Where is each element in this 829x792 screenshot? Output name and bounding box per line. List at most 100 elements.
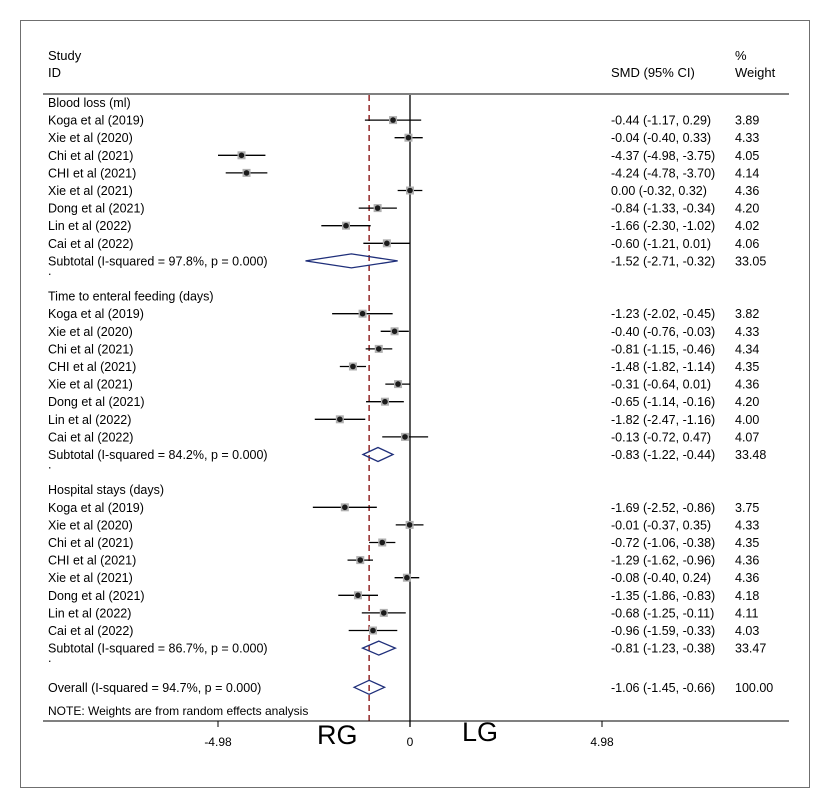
study-ci-text: -0.01 (-0.37, 0.35) (611, 518, 711, 532)
study-point (243, 170, 250, 176)
study-label: Chi et al (2021) (48, 149, 133, 163)
subtotal-ci-text: -0.81 (-1.23, -0.38) (611, 642, 715, 656)
study-point (370, 627, 376, 634)
x-tick-label: 4.98 (590, 735, 614, 749)
x-tick-label: -4.98 (204, 735, 232, 749)
study-weight: 4.14 (735, 166, 759, 180)
study-label: Chi et al (2021) (48, 536, 133, 550)
study-ci-text: -4.37 (-4.98, -3.75) (611, 149, 715, 163)
study-point (405, 134, 412, 141)
study-point (357, 557, 364, 563)
study-label: Lin et al (2022) (48, 219, 131, 233)
study-weight: 4.06 (735, 237, 759, 251)
study-ci-text: -0.04 (-0.40, 0.33) (611, 131, 711, 145)
study-point (391, 328, 398, 335)
study-ci-text: -0.60 (-1.21, 0.01) (611, 237, 711, 251)
study-ci-text: -0.84 (-1.33, -0.34) (611, 202, 715, 216)
spacer-dot: . (48, 458, 51, 472)
overall-ci-text: -1.06 (-1.45, -0.66) (611, 681, 715, 695)
forest-plot-panel: Study ID SMD (95% CI) % Weight Blood los… (20, 20, 810, 788)
study-ci-text: -0.72 (-1.06, -0.38) (611, 536, 715, 550)
study-label: Koga et al (2019) (48, 307, 144, 321)
subtotal-ci-text: -1.52 (-2.71, -0.32) (611, 254, 715, 268)
study-label: Lin et al (2022) (48, 413, 131, 427)
study-point (390, 117, 396, 123)
study-point (379, 539, 386, 546)
note-text: NOTE: Weights are from random effects an… (48, 704, 308, 718)
study-point (238, 152, 245, 159)
study-ci-text: -0.08 (-0.40, 0.24) (611, 571, 711, 585)
spacer-dot: . (48, 264, 51, 278)
study-label: Xie et al (2020) (48, 518, 133, 532)
rg-label: RG (317, 720, 358, 750)
study-ci-text: -1.35 (-1.86, -0.83) (611, 589, 715, 603)
study-weight: 4.34 (735, 342, 759, 356)
study-ci-text: -1.69 (-2.52, -0.86) (611, 501, 715, 515)
study-weight: 4.05 (735, 149, 759, 163)
study-label: Dong et al (2021) (48, 202, 145, 216)
study-weight: 3.89 (735, 114, 759, 128)
study-weight: 4.33 (735, 131, 759, 145)
study-label: Chi et al (2021) (48, 342, 133, 356)
study-point (382, 398, 388, 405)
overall-label: Overall (I-squared = 94.7%, p = 0.000) (48, 681, 261, 695)
study-ci-text: -0.65 (-1.14, -0.16) (611, 395, 715, 409)
group-title: Time to enteral feeding (days) (48, 290, 214, 304)
study-ci-text: -0.68 (-1.25, -0.11) (611, 606, 714, 620)
subtotal-ci-text: -0.83 (-1.22, -0.44) (611, 448, 715, 462)
forest-rows: Blood loss (ml) Koga et al (2019) -0.44 (-… (48, 96, 773, 695)
study-point (374, 205, 381, 211)
x-tick-label: 0 (407, 735, 414, 749)
study-ci-text: -1.48 (-1.82, -1.14) (611, 360, 715, 374)
study-ci-text: 0.00 (-0.32, 0.32) (611, 184, 707, 198)
overall-diamond (352, 679, 387, 696)
study-point (407, 187, 413, 194)
study-label: Lin et al (2022) (48, 606, 131, 620)
study-label: Xie et al (2021) (48, 184, 133, 198)
study-label: CHI et al (2021) (48, 554, 136, 568)
study-point (406, 522, 413, 528)
study-label: Dong et al (2021) (48, 589, 145, 603)
header-weight: Weight (735, 65, 776, 80)
x-axis-ticks: -4.98 0 4.98 (204, 721, 614, 749)
study-label: Cai et al (2022) (48, 624, 133, 638)
study-point (343, 222, 349, 229)
subtotal-diamond (305, 253, 398, 269)
study-label: Xie et al (2021) (48, 571, 133, 585)
study-label: Koga et al (2019) (48, 501, 144, 515)
forest-marks (218, 95, 429, 727)
study-ci-text: -0.81 (-1.15, -0.46) (611, 342, 715, 356)
study-weight: 4.02 (735, 219, 759, 233)
study-weight: 3.82 (735, 307, 759, 321)
study-weight: 4.36 (735, 571, 759, 585)
study-ci-text: -4.24 (-4.78, -3.70) (611, 166, 715, 180)
study-weight: 4.36 (735, 184, 759, 198)
subtotal-weight: 33.47 (735, 642, 766, 656)
subtotal-label: Subtotal (I-squared = 97.8%, p = 0.000) (48, 254, 268, 268)
subtotal-label: Subtotal (I-squared = 86.7%, p = 0.000) (48, 642, 268, 656)
study-point (395, 381, 401, 387)
header-id: ID (48, 65, 61, 80)
study-weight: 4.07 (735, 430, 759, 444)
study-ci-text: -0.44 (-1.17, 0.29) (611, 114, 711, 128)
study-ci-text: -1.29 (-1.62, -0.96) (611, 554, 715, 568)
study-point (404, 574, 410, 581)
study-label: Cai et al (2022) (48, 430, 133, 444)
overall-weight: 100.00 (735, 681, 773, 695)
forest-plot: Study ID SMD (95% CI) % Weight Blood los… (43, 48, 789, 750)
group-title: Hospital stays (days) (48, 483, 164, 497)
header-smd: SMD (95% CI) (611, 65, 695, 80)
study-ci-text: -0.31 (-0.64, 0.01) (611, 378, 711, 392)
study-weight: 4.00 (735, 413, 759, 427)
study-ci-text: -1.66 (-2.30, -1.02) (611, 219, 715, 233)
study-point (402, 434, 408, 440)
header-study: Study (48, 48, 82, 63)
study-point (355, 592, 361, 599)
study-weight: 4.20 (735, 395, 759, 409)
lg-label: LG (462, 717, 498, 747)
study-label: Xie et al (2021) (48, 378, 133, 392)
study-weight: 3.75 (735, 501, 759, 515)
subtotal-weight: 33.05 (735, 254, 766, 268)
study-point (337, 416, 343, 423)
